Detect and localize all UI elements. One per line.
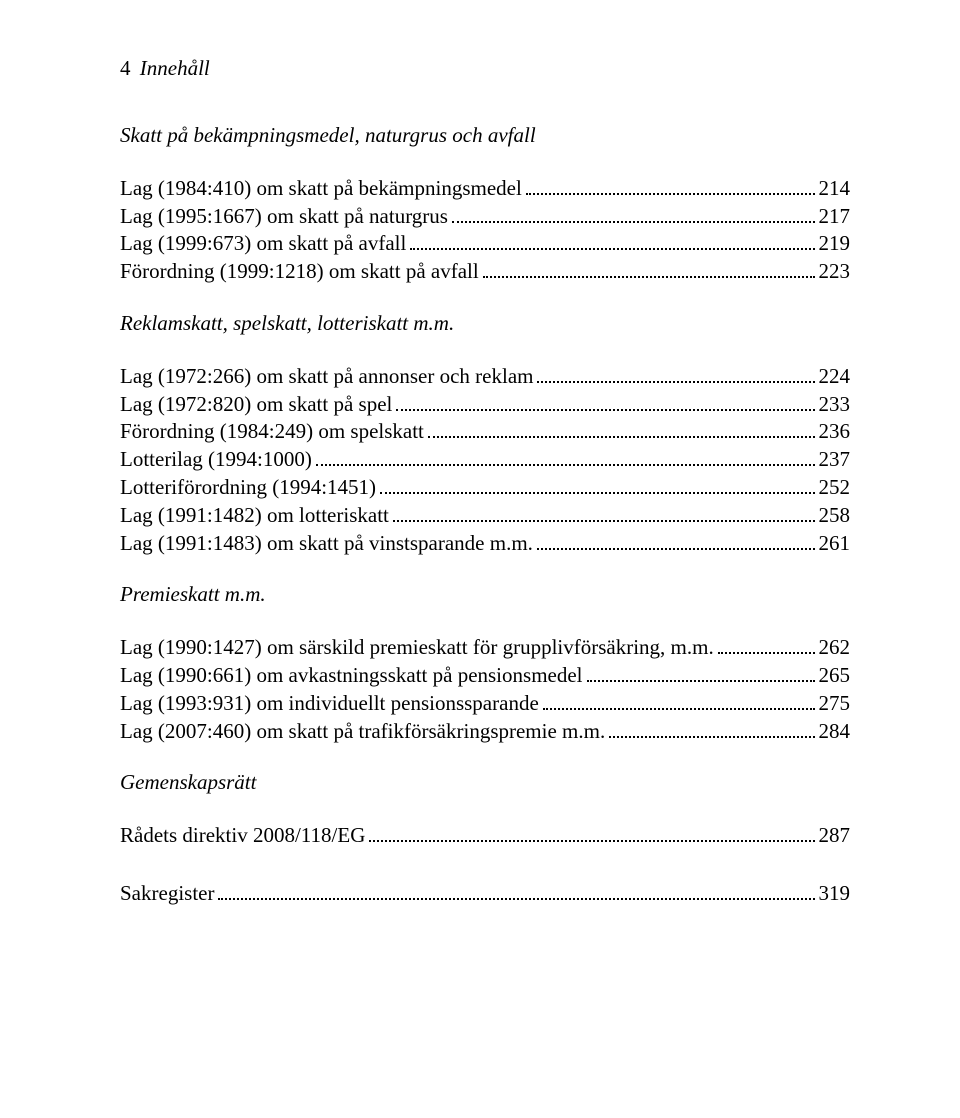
toc-page: 217 bbox=[819, 203, 851, 230]
toc-leader bbox=[526, 174, 815, 195]
toc-entry: Lag (1972:820) om skatt på spel 233 bbox=[120, 390, 850, 418]
toc-page: 262 bbox=[819, 634, 851, 661]
toc-entry: Lag (1990:661) om avkastningsskatt på pe… bbox=[120, 661, 850, 689]
toc-entry: Förordning (1999:1218) om skatt på avfal… bbox=[120, 257, 850, 285]
toc-entry: Lag (1972:266) om skatt på annonser och … bbox=[120, 362, 850, 390]
toc-page: 275 bbox=[819, 690, 851, 717]
section-heading: Reklamskatt, spelskatt, lotteriskatt m.m… bbox=[120, 311, 850, 336]
toc-label: Lag (1991:1483) om skatt på vinstsparand… bbox=[120, 530, 533, 557]
toc-page: 265 bbox=[819, 662, 851, 689]
toc-leader bbox=[428, 418, 815, 439]
toc-page: 319 bbox=[819, 880, 851, 907]
toc-label: Lag (1984:410) om skatt på bekämpningsme… bbox=[120, 175, 522, 202]
section-heading: Premieskatt m.m. bbox=[120, 582, 850, 607]
toc-label: Lag (1995:1667) om skatt på naturgrus bbox=[120, 203, 448, 230]
toc-leader bbox=[537, 529, 815, 550]
toc-leader bbox=[316, 445, 815, 466]
toc-page: 261 bbox=[819, 530, 851, 557]
toc-leader bbox=[609, 717, 814, 738]
toc-page: 219 bbox=[819, 230, 851, 257]
toc-leader bbox=[718, 633, 815, 654]
toc-label: Lag (1972:266) om skatt på annonser och … bbox=[120, 363, 533, 390]
toc-entry: Lag (1984:410) om skatt på bekämpningsme… bbox=[120, 174, 850, 202]
toc-page: 237 bbox=[819, 446, 851, 473]
toc-label: Lag (1972:820) om skatt på spel bbox=[120, 391, 392, 418]
toc-label: Lag (1991:1482) om lotteriskatt bbox=[120, 502, 389, 529]
toc-entry: Lag (1991:1482) om lotteriskatt 258 bbox=[120, 501, 850, 529]
toc-label: Förordning (1984:249) om spelskatt bbox=[120, 418, 424, 445]
toc-label: Rådets direktiv 2008/118/EG bbox=[120, 822, 365, 849]
toc-entry: Lag (2007:460) om skatt på trafikförsäkr… bbox=[120, 717, 850, 745]
header-title: Innehåll bbox=[140, 56, 210, 80]
toc-entry: Lag (1999:673) om skatt på avfall 219 bbox=[120, 230, 850, 258]
toc-label: Lag (2007:460) om skatt på trafikförsäkr… bbox=[120, 718, 605, 745]
toc-leader bbox=[380, 473, 814, 494]
toc-entry: Lag (1991:1483) om skatt på vinstsparand… bbox=[120, 529, 850, 557]
toc-label: Sakregister bbox=[120, 880, 214, 907]
toc-entry: Lotteriförordning (1994:1451) 252 bbox=[120, 473, 850, 501]
toc-page: 223 bbox=[819, 258, 851, 285]
toc-page: 287 bbox=[819, 822, 851, 849]
toc-leader bbox=[543, 689, 815, 710]
toc-label: Lag (1990:1427) om särskild premieskatt … bbox=[120, 634, 714, 661]
section-heading: Skatt på bekämpningsmedel, naturgrus och… bbox=[120, 123, 850, 148]
toc-page: 284 bbox=[819, 718, 851, 745]
toc-page: 252 bbox=[819, 474, 851, 501]
toc-leader bbox=[537, 362, 814, 383]
toc-leader bbox=[587, 661, 815, 682]
toc-leader bbox=[483, 257, 815, 278]
page-number: 4 bbox=[120, 56, 131, 80]
toc-section: Skatt på bekämpningsmedel, naturgrus och… bbox=[120, 123, 850, 285]
section-heading: Gemenskapsrätt bbox=[120, 770, 850, 795]
toc-label: Lotterilag (1994:1000) bbox=[120, 446, 312, 473]
toc-entry: Förordning (1984:249) om spelskatt 236 bbox=[120, 418, 850, 446]
toc-label: Lag (1999:673) om skatt på avfall bbox=[120, 230, 406, 257]
toc-section: Gemenskapsrätt Rådets direktiv 2008/118/… bbox=[120, 770, 850, 849]
toc-section: Premieskatt m.m. Lag (1990:1427) om särs… bbox=[120, 582, 850, 744]
toc-page: 214 bbox=[819, 175, 851, 202]
toc-label: Lotteriförordning (1994:1451) bbox=[120, 474, 376, 501]
document-page: 4 Innehåll Skatt på bekämpningsmedel, na… bbox=[0, 0, 960, 1118]
toc-label: Lag (1990:661) om avkastningsskatt på pe… bbox=[120, 662, 583, 689]
toc-leader bbox=[396, 390, 814, 411]
toc-section: Reklamskatt, spelskatt, lotteriskatt m.m… bbox=[120, 311, 850, 556]
toc-entry: Lag (1993:931) om individuellt pensionss… bbox=[120, 689, 850, 717]
toc-page: 224 bbox=[819, 363, 851, 390]
toc-entry: Lag (1995:1667) om skatt på naturgrus 21… bbox=[120, 202, 850, 230]
toc-leader bbox=[393, 501, 815, 522]
toc-entry: Rådets direktiv 2008/118/EG 287 bbox=[120, 821, 850, 849]
toc-label: Förordning (1999:1218) om skatt på avfal… bbox=[120, 258, 479, 285]
toc-page: 258 bbox=[819, 502, 851, 529]
toc-page: 236 bbox=[819, 418, 851, 445]
toc-leader bbox=[452, 202, 815, 223]
toc-leader bbox=[410, 230, 814, 251]
toc-entry: Lotterilag (1994:1000) 237 bbox=[120, 445, 850, 473]
toc-leader bbox=[218, 879, 814, 900]
toc-label: Lag (1993:931) om individuellt pensionss… bbox=[120, 690, 539, 717]
toc-page: 233 bbox=[819, 391, 851, 418]
toc-entry: Sakregister 319 bbox=[120, 879, 850, 907]
toc-leader bbox=[369, 821, 814, 842]
page-header: 4 Innehåll bbox=[120, 56, 850, 81]
toc-entry: Lag (1990:1427) om särskild premieskatt … bbox=[120, 633, 850, 661]
